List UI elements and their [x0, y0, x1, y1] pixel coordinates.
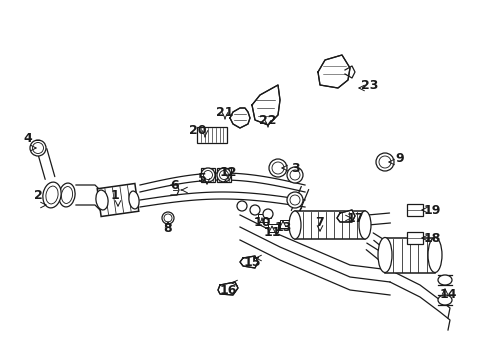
Circle shape — [287, 167, 303, 183]
Ellipse shape — [217, 168, 231, 182]
Circle shape — [237, 201, 247, 211]
Bar — [217, 168, 231, 182]
Bar — [407, 204, 423, 216]
Circle shape — [164, 214, 172, 222]
Circle shape — [269, 159, 287, 177]
Circle shape — [263, 209, 273, 219]
Ellipse shape — [359, 211, 371, 239]
Text: 6: 6 — [171, 179, 179, 192]
Polygon shape — [240, 256, 258, 268]
Text: 1: 1 — [111, 189, 120, 202]
Bar — [197, 127, 227, 143]
Text: 3: 3 — [291, 162, 299, 175]
Text: 22: 22 — [259, 113, 277, 126]
Text: 12: 12 — [219, 166, 237, 179]
Circle shape — [162, 212, 174, 224]
Text: 8: 8 — [164, 221, 172, 234]
Bar — [385, 238, 435, 273]
Text: 10: 10 — [253, 216, 271, 229]
Text: 18: 18 — [423, 231, 441, 244]
Text: 19: 19 — [423, 203, 441, 216]
Text: 9: 9 — [396, 152, 404, 165]
Text: 17: 17 — [346, 212, 364, 225]
Bar — [201, 168, 215, 182]
Circle shape — [30, 140, 46, 156]
Text: 7: 7 — [316, 216, 324, 229]
Text: 21: 21 — [216, 105, 234, 118]
Circle shape — [290, 170, 300, 180]
Bar — [268, 224, 278, 232]
Ellipse shape — [428, 238, 442, 273]
Text: 16: 16 — [220, 284, 237, 297]
Circle shape — [379, 156, 391, 168]
Text: 11: 11 — [263, 225, 281, 239]
Bar — [97, 184, 139, 216]
Circle shape — [272, 162, 284, 174]
Ellipse shape — [61, 186, 73, 203]
Bar — [381, 158, 389, 166]
Ellipse shape — [201, 168, 215, 182]
Ellipse shape — [43, 182, 61, 208]
Ellipse shape — [203, 171, 213, 180]
Text: 15: 15 — [243, 256, 261, 269]
Ellipse shape — [129, 191, 139, 209]
Circle shape — [250, 205, 260, 215]
Text: 20: 20 — [189, 123, 207, 136]
Bar — [280, 220, 290, 228]
Ellipse shape — [46, 186, 58, 204]
Text: 14: 14 — [439, 288, 457, 302]
Circle shape — [290, 195, 300, 205]
Polygon shape — [252, 85, 280, 125]
Text: 23: 23 — [361, 78, 379, 91]
Text: 2: 2 — [34, 189, 42, 202]
Ellipse shape — [378, 238, 392, 273]
Circle shape — [32, 143, 44, 153]
Circle shape — [287, 192, 303, 208]
Bar — [258, 214, 268, 222]
Polygon shape — [318, 55, 350, 88]
Bar — [407, 232, 423, 244]
Ellipse shape — [220, 171, 228, 180]
Ellipse shape — [438, 275, 452, 285]
Text: 13: 13 — [274, 220, 292, 234]
Polygon shape — [230, 108, 250, 128]
Ellipse shape — [438, 295, 452, 305]
Text: 4: 4 — [24, 131, 32, 144]
Polygon shape — [218, 282, 238, 295]
Ellipse shape — [289, 211, 301, 239]
Bar — [295, 211, 365, 239]
Ellipse shape — [59, 183, 75, 207]
Polygon shape — [337, 210, 355, 222]
Text: 5: 5 — [197, 171, 206, 185]
Circle shape — [376, 153, 394, 171]
Ellipse shape — [96, 190, 108, 210]
